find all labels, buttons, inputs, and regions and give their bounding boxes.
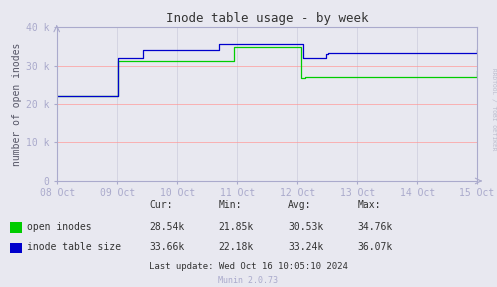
Text: Munin 2.0.73: Munin 2.0.73 [219,276,278,285]
Text: open inodes: open inodes [27,222,92,232]
Text: 34.76k: 34.76k [358,222,393,232]
Text: Cur:: Cur: [149,200,172,210]
Text: 33.24k: 33.24k [288,242,324,252]
Text: 21.85k: 21.85k [219,222,254,232]
Text: 28.54k: 28.54k [149,222,184,232]
Text: Max:: Max: [358,200,381,210]
Text: Last update: Wed Oct 16 10:05:10 2024: Last update: Wed Oct 16 10:05:10 2024 [149,262,348,271]
Text: Avg:: Avg: [288,200,312,210]
Text: 36.07k: 36.07k [358,242,393,252]
Text: 33.66k: 33.66k [149,242,184,252]
Text: 22.18k: 22.18k [219,242,254,252]
Title: Inode table usage - by week: Inode table usage - by week [166,12,368,25]
Text: 30.53k: 30.53k [288,222,324,232]
Text: Min:: Min: [219,200,242,210]
Text: inode table size: inode table size [27,242,121,252]
Text: RRDTOOL / TOBI OETIKER: RRDTOOL / TOBI OETIKER [491,68,496,150]
Y-axis label: number of open inodes: number of open inodes [12,42,22,166]
